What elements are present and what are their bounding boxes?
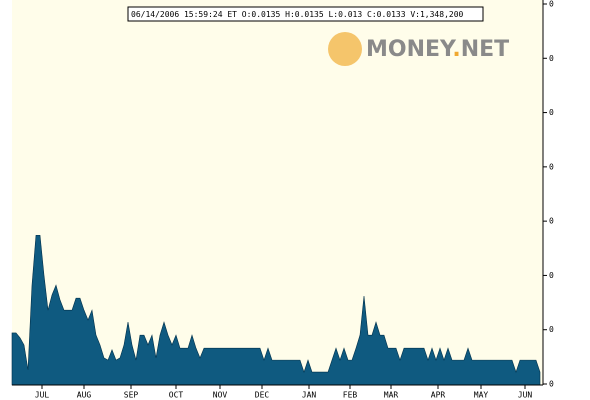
y-tick-label: 0 [549,217,554,226]
x-tick-label: SEP [124,391,139,400]
x-tick-label: FEB [343,391,358,400]
y-tick-label: 0 [549,380,554,389]
x-tick-label: AUG [77,391,92,400]
info-text: 06/14/2006 15:59:24 ET O:0.0135 H:0.0135… [131,10,464,19]
y-tick-label: 0 [549,325,554,334]
logo-text: MONEY.NET [366,37,509,62]
logo-part: . [452,37,460,62]
x-tick-label: JUN [518,391,533,400]
logo: MONEY.NET [328,32,509,66]
logo-icon [328,32,362,66]
x-tick-label: OCT [169,391,184,400]
x-tick-label: JUL [35,391,50,400]
x-tick-label: DEC [255,391,270,400]
x-tick-label: JAN [302,391,317,400]
info-box [127,6,484,22]
logo-part: NET [461,37,509,62]
logo-part: MONEY [366,37,457,62]
y-tick-label: 0 [549,162,554,171]
x-tick-label: NOV [213,391,228,400]
y-tick-label: 0 [549,0,554,9]
y-tick-label: 0 [549,271,554,280]
price-area [11,234,541,386]
y-tick-label: 0 [549,108,554,117]
x-tick-label: MAR [384,391,399,400]
x-tick-label: APR [431,391,446,400]
x-tick-label: MAY [474,391,489,400]
plot-area [12,0,543,385]
y-tick-label: 0 [549,54,554,63]
